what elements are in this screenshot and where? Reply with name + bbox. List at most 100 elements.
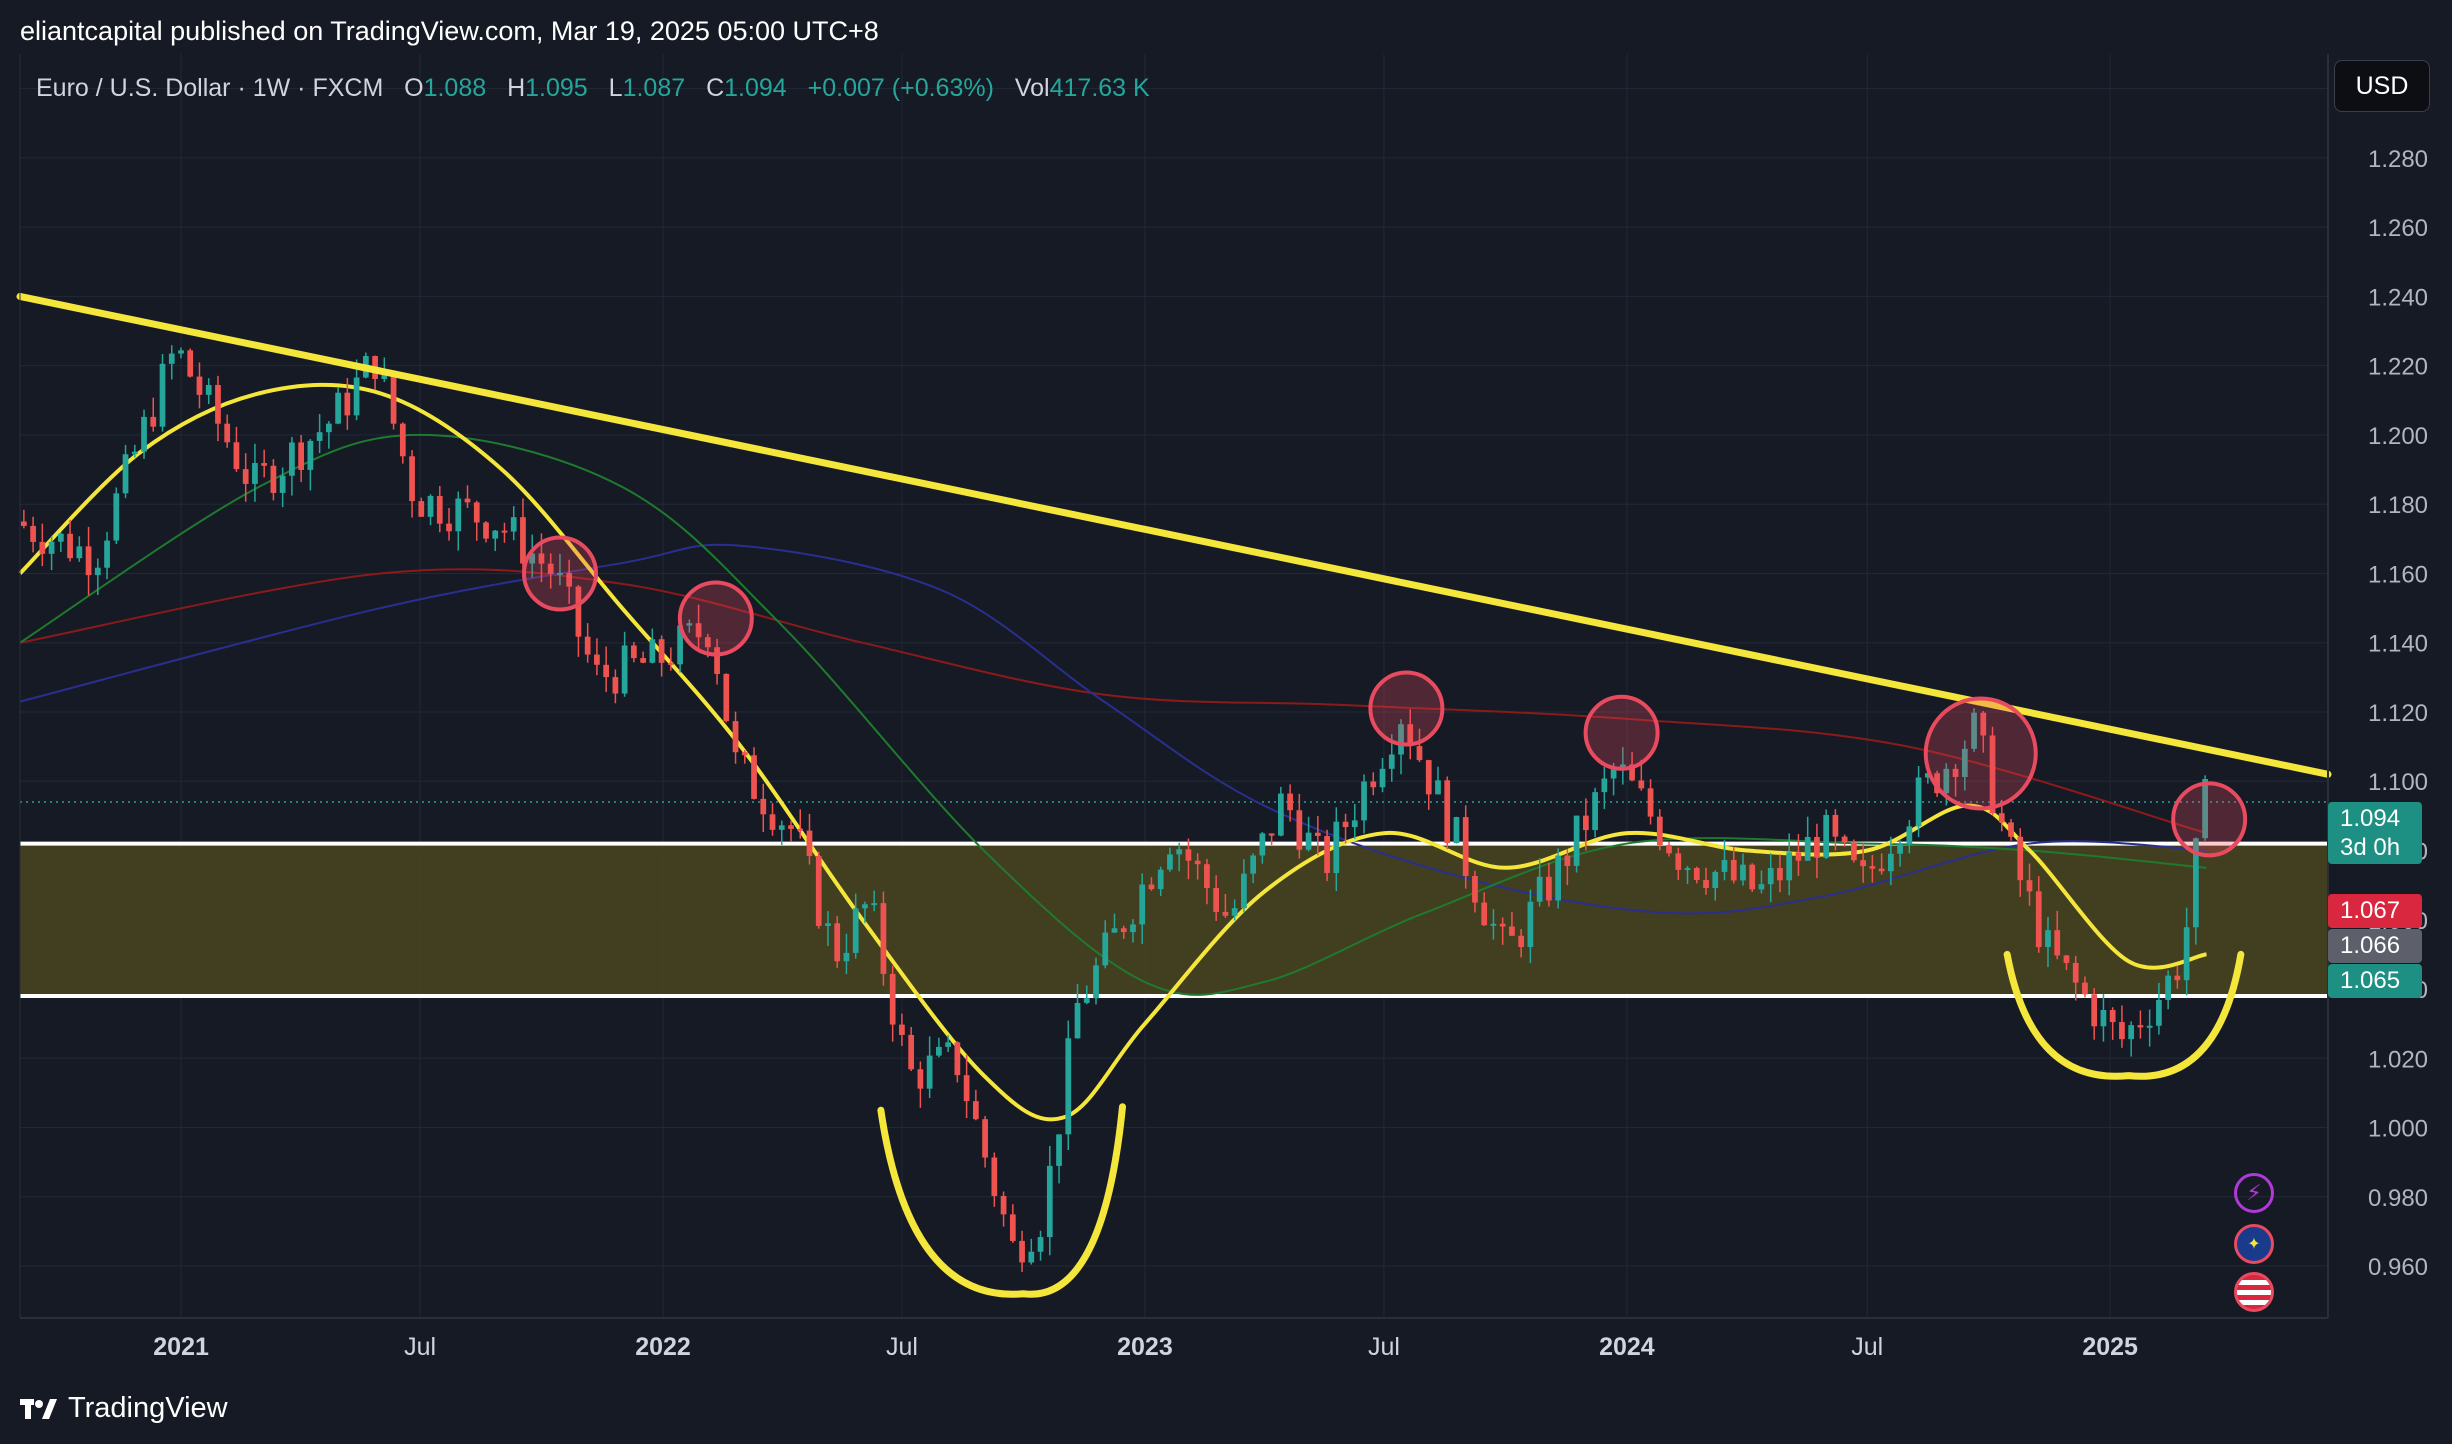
candle-body bbox=[1786, 852, 1793, 881]
candle-body bbox=[1102, 932, 1109, 966]
candle-body bbox=[658, 639, 665, 663]
candle-body bbox=[1093, 965, 1099, 999]
candle-body bbox=[908, 1034, 915, 1070]
candle-body bbox=[1666, 845, 1672, 854]
candle-body bbox=[1074, 1002, 1081, 1039]
candle-body bbox=[1130, 924, 1136, 933]
open-value: 1.088 bbox=[423, 74, 487, 102]
candle-body bbox=[2100, 1010, 2107, 1027]
tradingview-logo[interactable]: TradingView bbox=[20, 1392, 228, 1425]
candle-body bbox=[1555, 855, 1561, 901]
candle-body bbox=[1490, 923, 1497, 926]
candle-body bbox=[409, 456, 415, 502]
candle-body bbox=[1814, 836, 1820, 858]
eu-flag-icon[interactable]: ✦ bbox=[2234, 1224, 2274, 1264]
candle-body bbox=[1241, 873, 1247, 909]
x-tick-label: Jul bbox=[1368, 1333, 1400, 1361]
candle-body bbox=[1638, 780, 1645, 789]
candle-body bbox=[48, 541, 55, 554]
candle-body bbox=[714, 647, 720, 674]
candle-body bbox=[852, 908, 859, 953]
candle-body bbox=[1398, 724, 1404, 755]
candle-body bbox=[1721, 859, 1728, 872]
publish-info: eliantcapital published on TradingView.c… bbox=[20, 16, 879, 46]
candle-body bbox=[1287, 793, 1293, 811]
candle-body bbox=[834, 923, 841, 962]
candle-body bbox=[1333, 821, 1340, 874]
candle-body bbox=[168, 353, 175, 364]
resistance-circle bbox=[1923, 696, 2038, 811]
candle-body bbox=[1573, 815, 1580, 866]
candle-body bbox=[778, 825, 785, 830]
candle-body bbox=[1527, 901, 1534, 947]
candle-body bbox=[1971, 712, 1977, 749]
us-flag-icon[interactable] bbox=[2234, 1272, 2274, 1312]
candle-body bbox=[390, 375, 397, 424]
x-tick-label: Jul bbox=[886, 1333, 918, 1361]
y-tick-label: 1.140 bbox=[2368, 631, 2428, 658]
candle-body bbox=[1185, 849, 1192, 861]
candle-body bbox=[1924, 773, 1931, 778]
tradingview-brand: TradingView bbox=[68, 1392, 228, 1424]
candle-body bbox=[1675, 853, 1682, 870]
candle-body bbox=[1204, 864, 1210, 889]
rounded-bottom-arc bbox=[2003, 950, 2245, 1080]
candle-body bbox=[1980, 712, 1987, 736]
candle-body bbox=[1897, 844, 1903, 854]
plot-background bbox=[20, 54, 2328, 1318]
candle-body bbox=[1934, 773, 1940, 794]
y-tick-label: 1.200 bbox=[2368, 423, 2428, 450]
candle-body bbox=[224, 423, 231, 443]
candle-body bbox=[926, 1055, 933, 1089]
resistance-circle bbox=[677, 580, 754, 657]
candle-body bbox=[464, 498, 471, 503]
candle-body bbox=[473, 502, 480, 523]
candle-body bbox=[1259, 833, 1266, 856]
ma-line-blue bbox=[19, 543, 2207, 915]
price-tag-teal: 1.065 bbox=[2328, 964, 2422, 998]
x-tick-label: 2025 bbox=[2082, 1333, 2138, 1361]
candle-body bbox=[520, 517, 526, 564]
candle-body bbox=[1361, 781, 1367, 821]
close-value: 1.094 bbox=[724, 74, 787, 102]
candle-body bbox=[1906, 826, 1913, 845]
candle-body bbox=[1351, 820, 1358, 828]
x-tick-label: 2021 bbox=[153, 1333, 209, 1361]
candle-body bbox=[704, 637, 711, 648]
y-tick-label: 1.120 bbox=[2368, 700, 2428, 727]
candle-body bbox=[2174, 975, 2181, 981]
x-tick-label: 2023 bbox=[1117, 1333, 1173, 1361]
candle-body bbox=[1610, 769, 1617, 779]
candle-body bbox=[205, 384, 212, 395]
candle-body bbox=[862, 904, 868, 909]
candle-body bbox=[1120, 928, 1127, 933]
candle-body bbox=[1767, 868, 1774, 885]
candle-body bbox=[1499, 923, 1506, 927]
candle-body bbox=[806, 830, 813, 856]
candle-body bbox=[104, 540, 110, 568]
candle-body bbox=[76, 546, 83, 559]
candle-body bbox=[1139, 884, 1146, 925]
symbol-label: Euro / U.S. Dollar · 1W · FXCM bbox=[36, 74, 384, 102]
candle-body bbox=[1111, 928, 1118, 933]
candle-body bbox=[1536, 876, 1543, 902]
top-bar bbox=[0, 0, 2452, 60]
candle-body bbox=[621, 645, 628, 694]
candle-body bbox=[501, 530, 508, 533]
currency-button[interactable]: USD bbox=[2334, 60, 2430, 112]
low-label: L bbox=[608, 74, 623, 102]
x-tick-label: 2022 bbox=[635, 1333, 691, 1361]
candles bbox=[21, 345, 2208, 1272]
candle-body bbox=[1943, 768, 1950, 794]
y-tick-label: 0.960 bbox=[2368, 1254, 2428, 1281]
candle-body bbox=[1804, 836, 1811, 861]
lightning-icon[interactable]: ⚡ bbox=[2234, 1173, 2274, 1213]
candle-body bbox=[1176, 849, 1183, 855]
candle-body bbox=[1823, 814, 1830, 858]
candle-body bbox=[492, 530, 499, 539]
candle-body bbox=[335, 392, 341, 424]
candle-body bbox=[57, 533, 64, 542]
candle-body bbox=[2026, 880, 2033, 892]
candle-body bbox=[1592, 792, 1598, 831]
